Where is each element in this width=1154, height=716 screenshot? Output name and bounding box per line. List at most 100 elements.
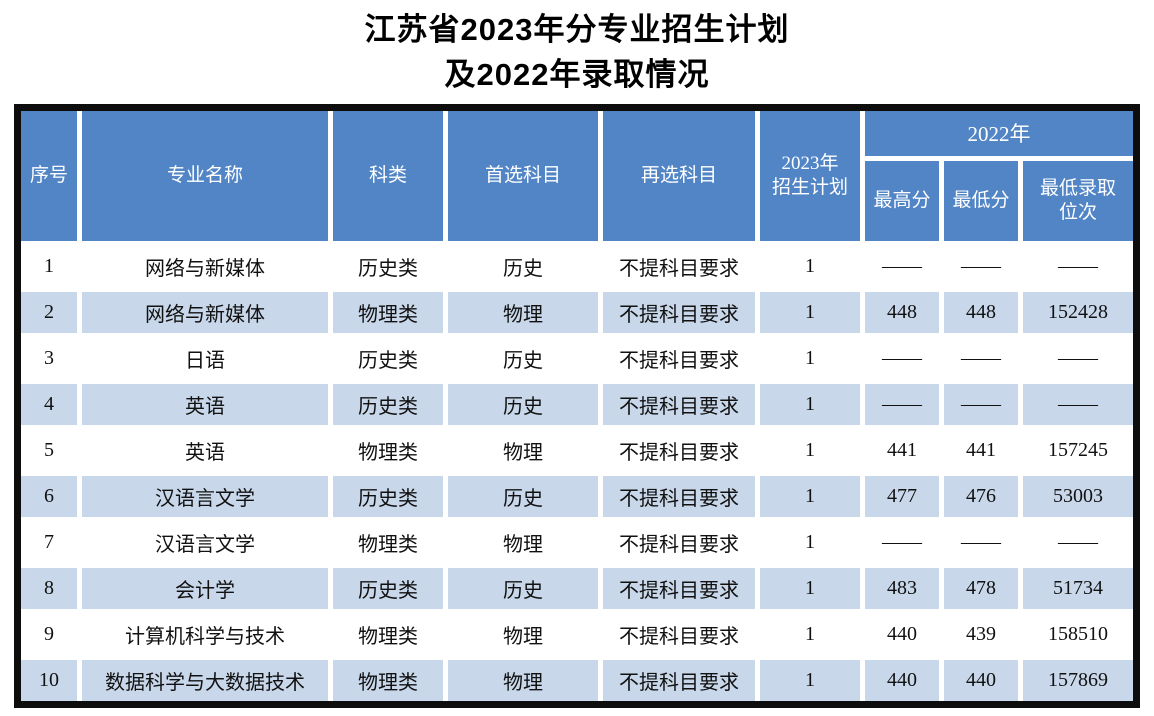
table-cell-r6-c4: 历史 [448, 476, 598, 517]
table-cell-r8-c5: 不提科目要求 [603, 568, 755, 609]
table-cell-r2-c9: 152428 [1023, 292, 1133, 333]
table-cell-r3-c8: —— [944, 338, 1018, 379]
table-cell-r8-c4: 历史 [448, 568, 598, 609]
table-cell-r5-c1: 5 [21, 430, 77, 471]
table-cell-r7-c7: —— [865, 522, 939, 563]
page-title: 江苏省2023年分专业招生计划 及2022年录取情况 [0, 0, 1154, 104]
table-cell-r3-c5: 不提科目要求 [603, 338, 755, 379]
table-cell-r1-c7: —— [865, 246, 939, 287]
table-cell-r7-c2: 汉语言文学 [82, 522, 328, 563]
header-max-score: 最高分 [865, 161, 939, 241]
table-cell-r7-c6: 1 [760, 522, 860, 563]
table-cell-r6-c3: 历史类 [333, 476, 443, 517]
table-cell-r4-c9: —— [1023, 384, 1133, 425]
header-plan-2023-line1: 2023年 [781, 153, 839, 174]
table-cell-r10-c7: 440 [865, 660, 939, 701]
header-seq: 序号 [21, 111, 77, 241]
table-cell-r2-c2: 网络与新媒体 [82, 292, 328, 333]
table-cell-r5-c4: 物理 [448, 430, 598, 471]
table-cell-r10-c4: 物理 [448, 660, 598, 701]
table-cell-r2-c8: 448 [944, 292, 1018, 333]
table-cell-r1-c6: 1 [760, 246, 860, 287]
table-cell-r5-c6: 1 [760, 430, 860, 471]
admissions-table: 序号 专业名称 科类 首选科目 再选科目 2023年招生计划 2022年 最高分… [14, 104, 1140, 708]
table-cell-r6-c8: 476 [944, 476, 1018, 517]
header-year-2022: 2022年 [865, 111, 1133, 156]
table-cell-r1-c5: 不提科目要求 [603, 246, 755, 287]
table-cell-r10-c8: 440 [944, 660, 1018, 701]
table-cell-r4-c8: —— [944, 384, 1018, 425]
table-cell-r7-c4: 物理 [448, 522, 598, 563]
table-cell-r1-c9: —— [1023, 246, 1133, 287]
table-cell-r1-c4: 历史 [448, 246, 598, 287]
table-cell-r4-c5: 不提科目要求 [603, 384, 755, 425]
header-min-rank-line2: 位次 [1058, 202, 1097, 223]
header-min-score: 最低分 [944, 161, 1018, 241]
table-cell-r3-c1: 3 [21, 338, 77, 379]
table-cell-r3-c3: 历史类 [333, 338, 443, 379]
table-cell-r2-c4: 物理 [448, 292, 598, 333]
table-cell-r9-c3: 物理类 [333, 614, 443, 655]
table-cell-r9-c5: 不提科目要求 [603, 614, 755, 655]
table-cell-r7-c3: 物理类 [333, 522, 443, 563]
table-cell-r3-c6: 1 [760, 338, 860, 379]
table-cell-r6-c5: 不提科目要求 [603, 476, 755, 517]
table-cell-r4-c1: 4 [21, 384, 77, 425]
table-cell-r8-c3: 历史类 [333, 568, 443, 609]
table-cell-r1-c2: 网络与新媒体 [82, 246, 328, 287]
table-cell-r2-c1: 2 [21, 292, 77, 333]
table-cell-r5-c2: 英语 [82, 430, 328, 471]
table-cell-r5-c3: 物理类 [333, 430, 443, 471]
table-cell-r9-c7: 440 [865, 614, 939, 655]
header-category: 科类 [333, 111, 443, 241]
table-cell-r8-c2: 会计学 [82, 568, 328, 609]
table-cell-r7-c8: —— [944, 522, 1018, 563]
table-cell-r8-c1: 8 [21, 568, 77, 609]
page-title-line2: 及2022年录取情况 [444, 57, 710, 92]
table-cell-r4-c2: 英语 [82, 384, 328, 425]
table-cell-r3-c7: —— [865, 338, 939, 379]
table-cell-r6-c7: 477 [865, 476, 939, 517]
table-cell-r10-c1: 10 [21, 660, 77, 701]
table-cell-r9-c8: 439 [944, 614, 1018, 655]
table-cell-r7-c5: 不提科目要求 [603, 522, 755, 563]
table-cell-r9-c4: 物理 [448, 614, 598, 655]
table-cell-r6-c1: 6 [21, 476, 77, 517]
admissions-table-grid: 序号 专业名称 科类 首选科目 再选科目 2023年招生计划 2022年 最高分… [21, 111, 1133, 701]
table-cell-r3-c2: 日语 [82, 338, 328, 379]
table-cell-r8-c7: 483 [865, 568, 939, 609]
table-cell-r3-c9: —— [1023, 338, 1133, 379]
table-cell-r8-c8: 478 [944, 568, 1018, 609]
table-cell-r4-c4: 历史 [448, 384, 598, 425]
table-cell-r4-c6: 1 [760, 384, 860, 425]
table-cell-r2-c7: 448 [865, 292, 939, 333]
table-cell-r1-c1: 1 [21, 246, 77, 287]
table-cell-r2-c6: 1 [760, 292, 860, 333]
page-title-line1: 江苏省2023年分专业招生计划 [364, 12, 790, 47]
header-min-rank: 最低录取 位次 [1023, 161, 1133, 241]
table-cell-r9-c6: 1 [760, 614, 860, 655]
table-cell-r6-c2: 汉语言文学 [82, 476, 328, 517]
table-cell-r2-c3: 物理类 [333, 292, 443, 333]
table-cell-r4-c7: —— [865, 384, 939, 425]
table-cell-r10-c3: 物理类 [333, 660, 443, 701]
table-cell-r7-c1: 7 [21, 522, 77, 563]
table-cell-r9-c2: 计算机科学与技术 [82, 614, 328, 655]
table-cell-r8-c9: 51734 [1023, 568, 1133, 609]
table-cell-r6-c6: 1 [760, 476, 860, 517]
header-major: 专业名称 [82, 111, 328, 241]
table-cell-r10-c2: 数据科学与大数据技术 [82, 660, 328, 701]
header-plan-2023-line2: 招生计划 [771, 177, 848, 198]
table-cell-r1-c8: —— [944, 246, 1018, 287]
table-cell-r5-c9: 157245 [1023, 430, 1133, 471]
table-cell-r4-c3: 历史类 [333, 384, 443, 425]
table-cell-r10-c9: 157869 [1023, 660, 1133, 701]
table-cell-r5-c5: 不提科目要求 [603, 430, 755, 471]
table-cell-r5-c7: 441 [865, 430, 939, 471]
header-first-subject: 首选科目 [448, 111, 598, 241]
header-re-subject: 再选科目 [603, 111, 755, 241]
table-cell-r7-c9: —— [1023, 522, 1133, 563]
table-cell-r5-c8: 441 [944, 430, 1018, 471]
table-cell-r6-c9: 53003 [1023, 476, 1133, 517]
header-plan-2023: 2023年招生计划 [760, 111, 860, 241]
